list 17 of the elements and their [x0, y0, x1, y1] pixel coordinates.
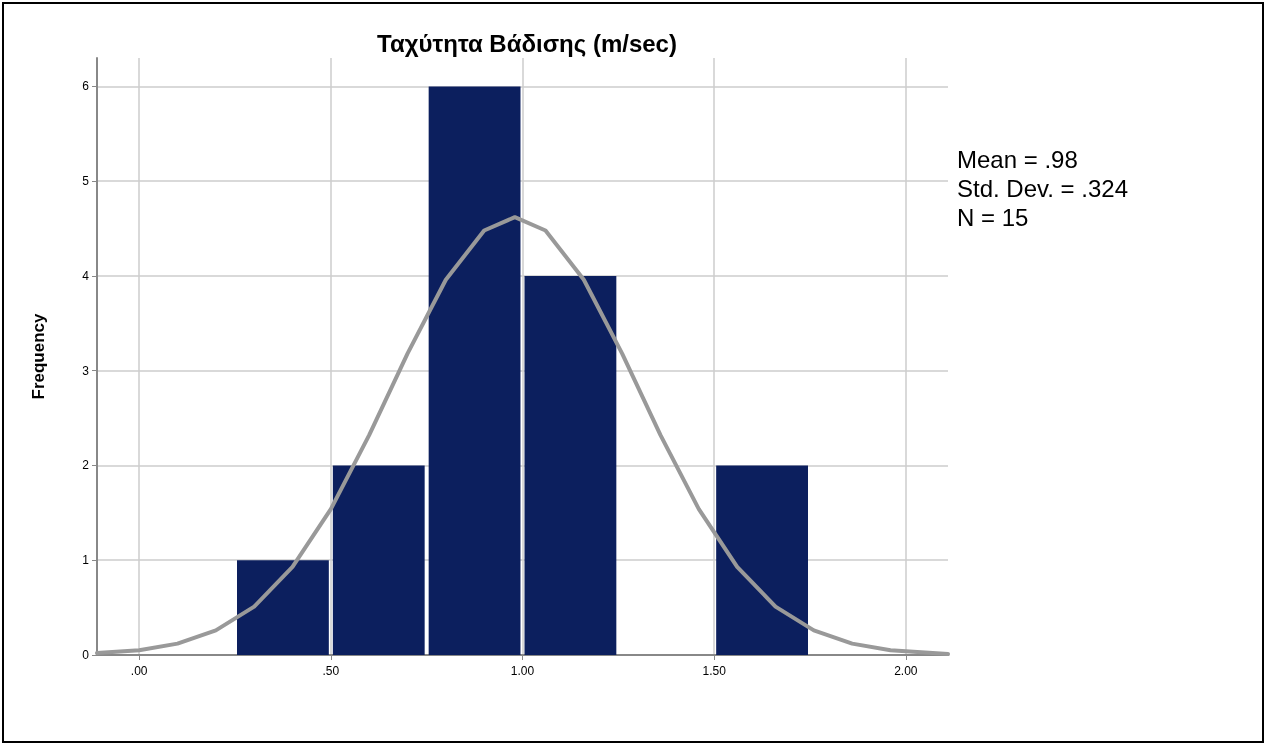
x-tick-label: .50	[322, 664, 340, 678]
y-tick-label: 5	[82, 174, 90, 189]
y-tick-label: 1	[82, 553, 90, 568]
text: N = 15	[957, 203, 1030, 232]
x-tick-label: 1.00	[510, 664, 535, 678]
y-axis-title: Frequency	[29, 312, 48, 400]
x-tick-label: .00	[130, 664, 148, 678]
x-tick-label: 1.50	[702, 664, 727, 678]
y-tick-label: 4	[82, 268, 90, 283]
text: Std. Dev. = .324	[957, 174, 1128, 203]
chart-title: Ταχύτητα Βάδισης (m/sec)	[377, 29, 677, 57]
text: Mean = .98	[957, 145, 1079, 174]
y-tick-label: 6	[82, 79, 90, 94]
y-tick-label: 0	[82, 648, 90, 662]
y-tick-label: 3	[82, 363, 90, 378]
x-tick-label: 2.00	[894, 664, 918, 678]
y-tick-label: 2	[82, 458, 90, 473]
